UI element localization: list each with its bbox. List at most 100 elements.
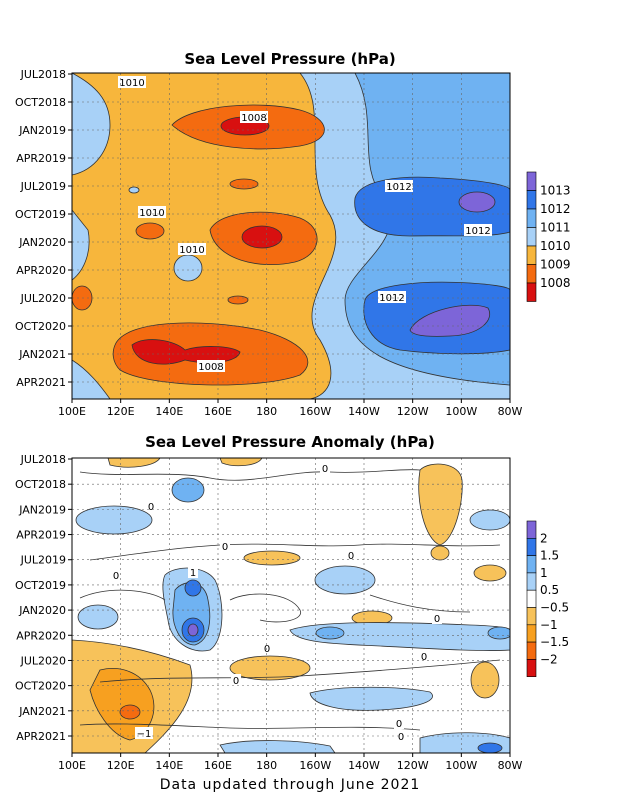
y-tick-label: JAN2021 [18, 348, 66, 361]
y-tick-label: JAN2019 [18, 124, 66, 137]
panel1-gridlines [72, 73, 510, 399]
panel1-title: Sea Level Pressure (hPa) [184, 50, 395, 68]
panel-sea-level-pressure-anomaly: Sea Level Pressure Anomaly (hPa) [15, 433, 569, 772]
colorbar-label: 1010 [540, 239, 571, 253]
x-tick-label: 100E [58, 759, 86, 772]
contour-label: 0 [222, 542, 228, 553]
y-tick-label: OCT2019 [15, 579, 66, 592]
contour-label: 1008 [241, 113, 266, 124]
colorbar-label: 1009 [540, 258, 571, 272]
field-below-1008-2021 [131, 339, 241, 365]
x-tick-label: 140W [348, 405, 380, 418]
y-tick-label: JAN2020 [18, 604, 66, 617]
field-above-1013-b [409, 304, 490, 337]
zero-contour-7 [369, 594, 471, 613]
y-tick-label: JUL2020 [20, 654, 66, 667]
colorbar-swatch [526, 282, 537, 302]
colorbar-label: 1012 [540, 202, 571, 216]
y-tick-label: OCT2018 [15, 96, 66, 109]
y-tick-label: JUL2019 [20, 180, 66, 193]
field-pos-2020-core [315, 626, 345, 640]
panel2-gridlines [72, 458, 510, 753]
field-1010-1011-pocket [173, 254, 203, 282]
field-pos-2019b [314, 565, 376, 595]
field-pos-2018 [171, 477, 205, 503]
colorbar-swatch [526, 555, 537, 574]
contour-label: 0 [113, 571, 119, 582]
x-tick-label: 100W [445, 405, 477, 418]
colorbar-swatch [526, 589, 537, 608]
colorbar-swatch [526, 227, 537, 247]
x-tick-label: 100E [58, 405, 86, 418]
colorbar-swatch [526, 520, 537, 539]
y-tick-label: APR2021 [16, 376, 66, 389]
y-tick-label: JUL2019 [20, 554, 66, 567]
field-1008-1009-bit [229, 178, 259, 190]
x-tick-label: 160W [299, 759, 331, 772]
field-1010-1011-bit [128, 186, 140, 194]
field-below-1008-2020 [241, 225, 283, 249]
contour-label: 1012 [386, 182, 411, 193]
x-tick-label: 80W [498, 759, 523, 772]
panel2-plot-area: 0 0 0 0 0 0 1 0 0 0 0 0 −1 [72, 458, 510, 753]
x-tick-label: 120W [397, 759, 429, 772]
x-tick-label: 120E [107, 405, 135, 418]
x-tick-label: 120E [107, 759, 135, 772]
colorbar-label: 1 [540, 566, 548, 580]
colorbar-swatch [526, 607, 537, 626]
y-tick-label: JAN2021 [18, 705, 66, 718]
field-above-1013-a [458, 191, 496, 213]
field-neg-2020 [229, 655, 311, 681]
contour-label: 1010 [139, 208, 164, 219]
contour-label: 1008 [198, 362, 223, 373]
panel1-y-ticks: JUL2018 OCT2018 JAN2019 APR2019 JUL2019 OCT20… [15, 68, 72, 389]
zero-contour-1 [79, 469, 421, 481]
field-neg-east3 [470, 661, 500, 699]
colorbar-swatch [526, 641, 537, 660]
zero-contour-3 [79, 589, 166, 601]
y-tick-label: APR2019 [16, 152, 66, 165]
x-tick-label: 140E [155, 405, 183, 418]
contour-label: 0 [233, 676, 239, 687]
field-neg-mid1 [243, 550, 301, 566]
colorbar-swatch [526, 190, 537, 210]
field-neg-east1 [418, 463, 463, 546]
y-tick-label: APR2019 [16, 529, 66, 542]
x-tick-label: 120W [397, 405, 429, 418]
field-neg-1-1.5 [89, 668, 155, 741]
contour-label: 1010 [119, 78, 144, 89]
x-tick-label: 180 [256, 405, 277, 418]
field-pos-east2019 [469, 509, 510, 531]
contour-label: 0 [264, 644, 270, 655]
y-tick-label: OCT2018 [15, 478, 66, 491]
contour-label: −1 [137, 729, 152, 740]
field-1008-1009-small [135, 222, 165, 240]
colorbar-swatch [526, 264, 537, 284]
field-1008-1009-bit2 [227, 295, 249, 305]
footer-note: Data updated through June 2021 [160, 777, 421, 793]
y-tick-label: OCT2020 [15, 320, 66, 333]
colorbar-label: 1013 [540, 184, 571, 198]
panel1-x-ticks: 100E 120E 140E 160E 180 160W 140W 120W 100W 80W [58, 399, 523, 418]
panel-sea-level-pressure: Sea Level Pressure (hPa) [15, 50, 571, 418]
colorbar-swatch [526, 659, 537, 678]
y-tick-label: JUL2018 [20, 68, 66, 81]
contour-label: 0 [434, 614, 440, 625]
y-tick-label: JUL2020 [20, 292, 66, 305]
contour-label: 1 [190, 568, 196, 579]
x-tick-label: 140W [348, 759, 380, 772]
colorbar-swatch [526, 245, 537, 265]
x-tick-label: 160E [204, 759, 232, 772]
zero-contour-5 [99, 659, 501, 683]
colorbar-label: 1008 [540, 276, 571, 290]
field-pos-2021a [309, 686, 433, 711]
field-1010-1011-sw [72, 359, 111, 399]
x-tick-label: 100W [445, 759, 477, 772]
y-tick-label: APR2021 [16, 730, 66, 743]
colorbar-label: 2 [540, 531, 548, 545]
y-tick-label: APR2020 [16, 264, 66, 277]
contour-label: 1012 [379, 293, 404, 304]
y-tick-label: JUL2018 [20, 453, 66, 466]
colorbar-swatch [526, 537, 537, 556]
